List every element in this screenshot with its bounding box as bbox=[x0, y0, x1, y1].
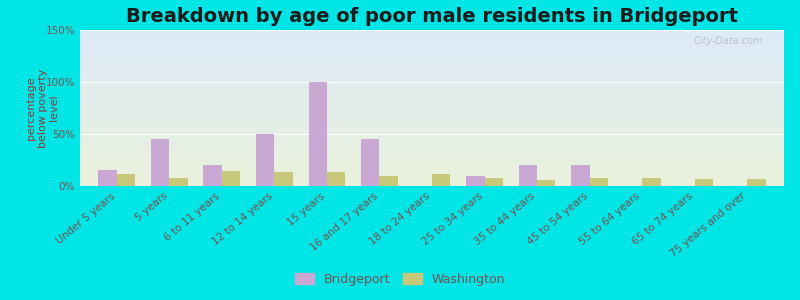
Bar bbox=[256, 134, 274, 186]
Bar bbox=[203, 165, 222, 186]
Bar bbox=[170, 178, 188, 186]
Bar bbox=[537, 180, 555, 186]
Bar bbox=[518, 165, 537, 186]
Legend: Bridgeport, Washington: Bridgeport, Washington bbox=[290, 268, 510, 291]
Bar bbox=[590, 178, 608, 186]
Bar bbox=[747, 179, 766, 186]
Bar bbox=[432, 173, 450, 186]
Text: City-Data.com: City-Data.com bbox=[694, 36, 763, 46]
Bar bbox=[98, 170, 117, 186]
Title: Breakdown by age of poor male residents in Bridgeport: Breakdown by age of poor male residents … bbox=[126, 7, 738, 26]
Bar bbox=[485, 178, 503, 186]
Bar bbox=[361, 139, 379, 186]
Bar bbox=[571, 165, 590, 186]
Bar bbox=[117, 173, 135, 186]
Bar bbox=[274, 172, 293, 186]
Bar bbox=[642, 178, 661, 186]
Bar bbox=[327, 172, 346, 186]
Bar bbox=[466, 176, 485, 186]
Y-axis label: percentage
below poverty
level: percentage below poverty level bbox=[26, 68, 59, 148]
Bar bbox=[694, 179, 713, 186]
Bar bbox=[151, 139, 170, 186]
Bar bbox=[309, 82, 327, 186]
Bar bbox=[222, 171, 240, 186]
Bar bbox=[379, 176, 398, 186]
